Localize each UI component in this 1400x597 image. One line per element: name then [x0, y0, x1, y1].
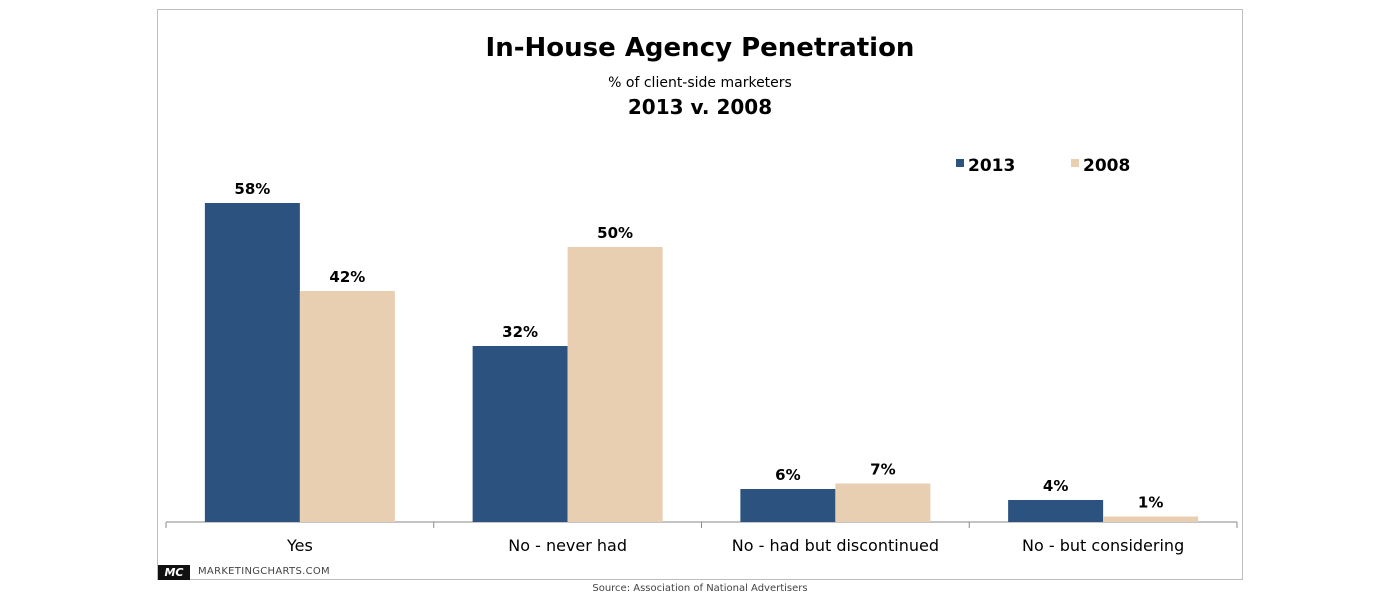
bar-2013-2 — [740, 489, 836, 522]
chart-title: In-House Agency Penetration — [485, 33, 915, 63]
legend-label-2013: 2013 — [968, 156, 1015, 176]
data-label: 4% — [1043, 477, 1068, 495]
chart-comparison-subtitle: 2013 v. 2008 — [627, 95, 773, 119]
site-name: MARKETINGCHARTS.COM — [198, 566, 330, 577]
chart-subtitle: % of client-side marketers — [608, 75, 792, 91]
data-label: 32% — [502, 323, 538, 341]
bar-2008-1 — [567, 247, 663, 522]
bar-2008-2 — [835, 483, 931, 522]
source-note: Source: Association of National Advertis… — [592, 583, 808, 594]
legend-label-2008: 2008 — [1083, 156, 1130, 176]
category-label: Yes — [286, 536, 313, 555]
legend-swatch-2008 — [1071, 159, 1079, 167]
category-label: No - never had — [508, 536, 627, 555]
data-label: 7% — [870, 461, 895, 479]
data-label: 1% — [1138, 494, 1163, 512]
mc-logo: MC — [158, 565, 190, 580]
bar-2008-0 — [299, 291, 395, 522]
bar-2013-3 — [1008, 500, 1104, 522]
category-label: No - had but discontinued — [732, 536, 939, 555]
data-label: 42% — [329, 268, 365, 286]
bar-2013-0 — [204, 203, 300, 522]
bar-2008-3 — [1103, 516, 1199, 522]
data-label: 6% — [775, 466, 800, 484]
data-label: 58% — [234, 180, 270, 198]
legend-swatch-2013 — [956, 159, 964, 167]
data-label: 50% — [597, 224, 633, 242]
category-label: No - but considering — [1022, 536, 1184, 555]
bar-2013-1 — [472, 346, 568, 522]
